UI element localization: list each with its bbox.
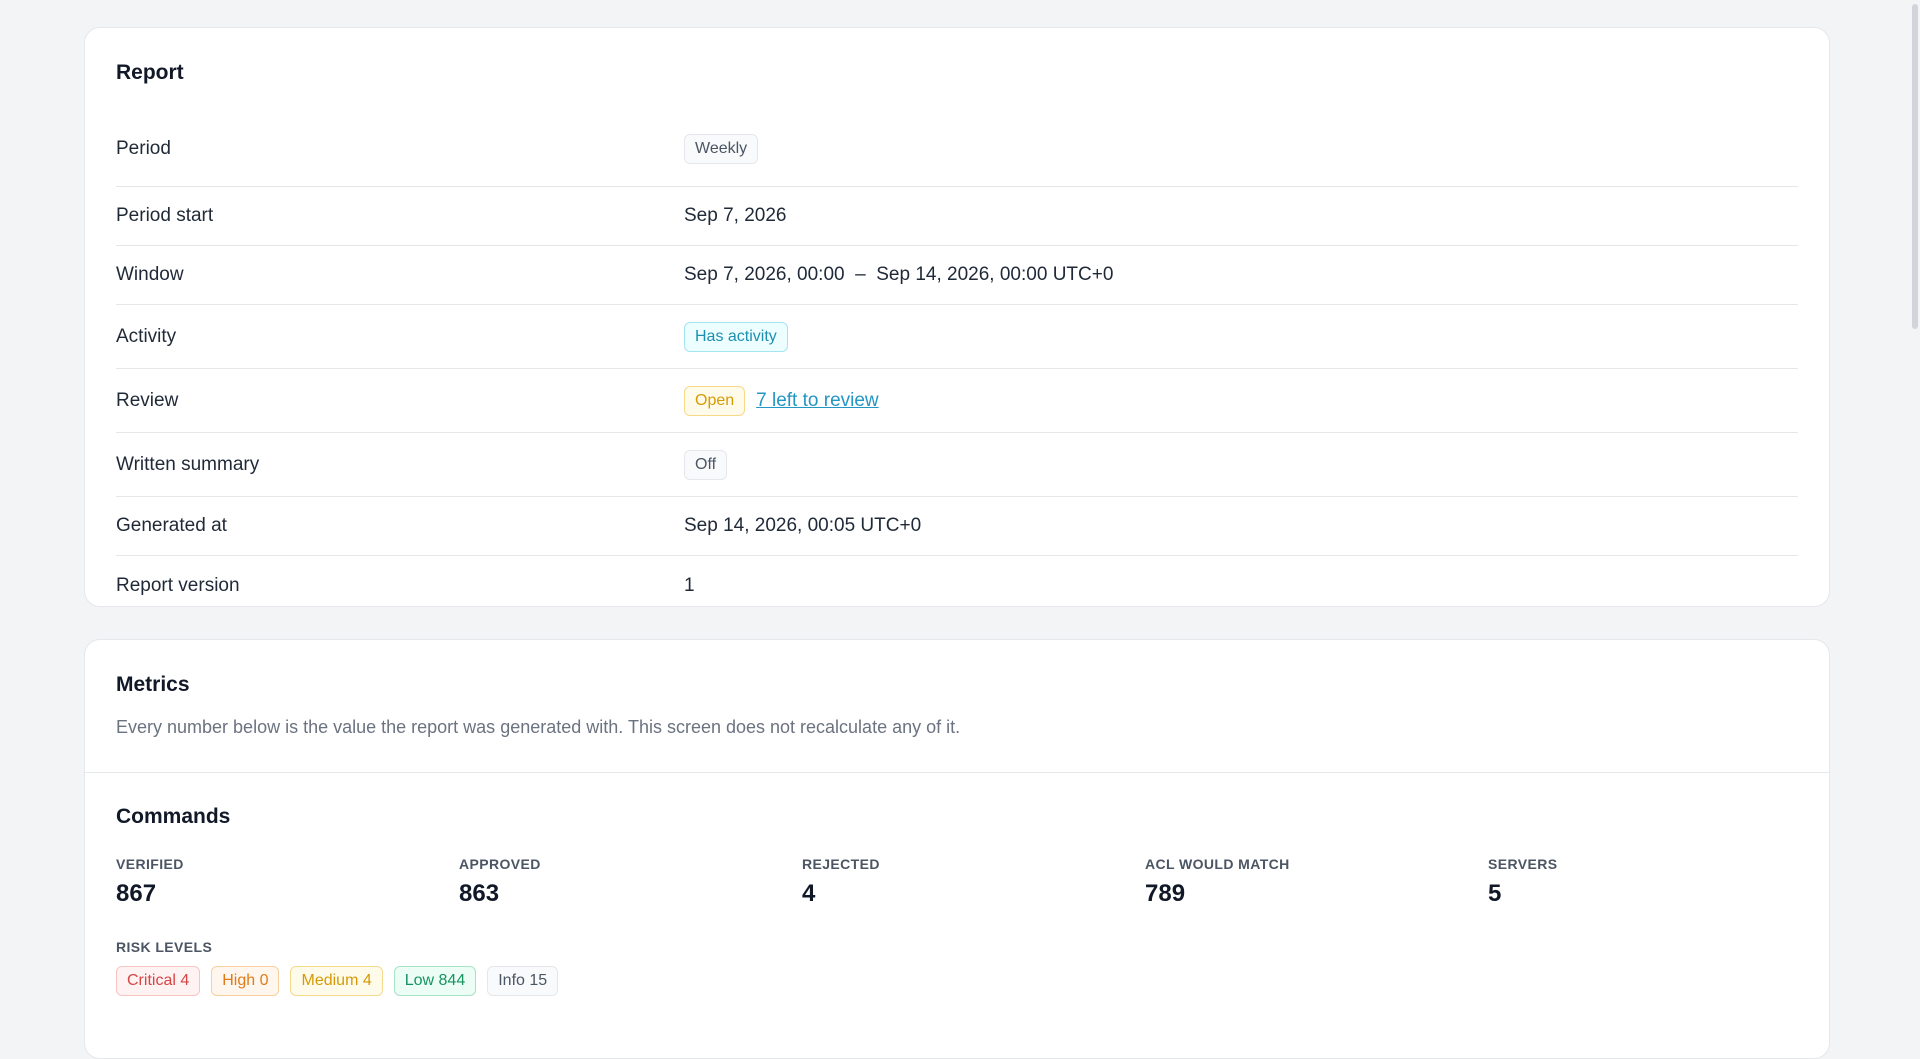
metrics-header: Metrics Every number below is the value …: [85, 640, 1829, 773]
risk-high-badge: High 0: [211, 966, 280, 996]
stat-approved: APPROVED 863: [459, 856, 779, 908]
scrollbar-thumb[interactable]: [1912, 4, 1918, 329]
activity-badge: Has activity: [684, 321, 788, 352]
written-summary-value: Off: [684, 449, 728, 480]
written-summary-label: Written summary: [116, 453, 260, 475]
stat-servers: SERVERS 5: [1488, 856, 1808, 908]
stat-label: REJECTED: [802, 856, 880, 872]
period-start-value: Sep 7, 2026: [684, 205, 787, 226]
stat-acl-would-match: ACL WOULD MATCH 789: [1145, 856, 1465, 908]
row-period: Period Weekly: [116, 111, 1798, 187]
row-window: Window Sep 7, 2026, 00:00 – Sep 14, 2026…: [116, 246, 1798, 305]
stat-label: SERVERS: [1488, 856, 1558, 872]
stat-label: VERIFIED: [116, 856, 184, 872]
period-label: Period: [116, 137, 171, 159]
stat-value: 863: [459, 880, 500, 907]
period-start-label: Period start: [116, 205, 214, 226]
window-label: Window: [116, 264, 184, 285]
report-details-list: Period Weekly Period start Sep 7, 2026 W…: [116, 111, 1798, 615]
review-value: Open 7 left to review: [684, 385, 879, 416]
left-to-review-link[interactable]: 7 left to review: [756, 389, 879, 411]
commands-title: Commands: [116, 805, 231, 828]
risk-medium-badge: Medium 4: [290, 966, 383, 996]
row-report-version: Report version 1: [116, 556, 1798, 615]
period-value: Weekly: [684, 133, 759, 164]
risk-critical-badge: Critical 4: [116, 966, 201, 996]
report-card: Report Period Weekly Period start Sep 7,…: [84, 27, 1830, 607]
metrics-title: Metrics: [116, 673, 190, 696]
window-value: Sep 7, 2026, 00:00 – Sep 14, 2026, 00:00…: [684, 264, 1114, 285]
metrics-description: Every number below is the value the repo…: [116, 717, 961, 737]
row-review: Review Open 7 left to review: [116, 369, 1798, 433]
stat-verified: VERIFIED 867: [116, 856, 436, 908]
period-badge: Weekly: [684, 133, 759, 164]
stat-value: 867: [116, 880, 157, 907]
row-generated-at: Generated at Sep 14, 2026, 00:05 UTC+0: [116, 497, 1798, 556]
activity-label: Activity: [116, 325, 177, 347]
activity-value: Has activity: [684, 321, 788, 352]
risk-low-badge: Low 844: [393, 966, 477, 996]
stat-label: ACL WOULD MATCH: [1145, 856, 1290, 872]
stat-value: 5: [1488, 880, 1502, 907]
review-label: Review: [116, 389, 179, 411]
generated-at-value: Sep 14, 2026, 00:05 UTC+0: [684, 515, 922, 536]
risk-levels-badges: Critical 4 High 0 Medium 4 Low 844 Info …: [116, 966, 559, 996]
report-version-label: Report version: [116, 574, 240, 596]
generated-at-label: Generated at: [116, 515, 227, 536]
risk-levels-label: RISK LEVELS: [116, 939, 213, 955]
report-title: Report: [116, 61, 184, 84]
report-version-value: 1: [684, 574, 695, 596]
stat-label: APPROVED: [459, 856, 541, 872]
risk-info-badge: Info 15: [487, 966, 559, 996]
written-summary-badge: Off: [684, 449, 728, 480]
row-activity: Activity Has activity: [116, 305, 1798, 369]
stat-value: 789: [1145, 880, 1186, 907]
page-scrollbar[interactable]: [1910, 0, 1920, 1007]
stat-value: 4: [802, 880, 816, 907]
stat-rejected: REJECTED 4: [802, 856, 1122, 908]
metrics-card: Metrics Every number below is the value …: [84, 639, 1830, 1059]
row-written-summary: Written summary Off: [116, 433, 1798, 497]
row-period-start: Period start Sep 7, 2026: [116, 187, 1798, 246]
review-status-badge: Open: [684, 385, 746, 416]
